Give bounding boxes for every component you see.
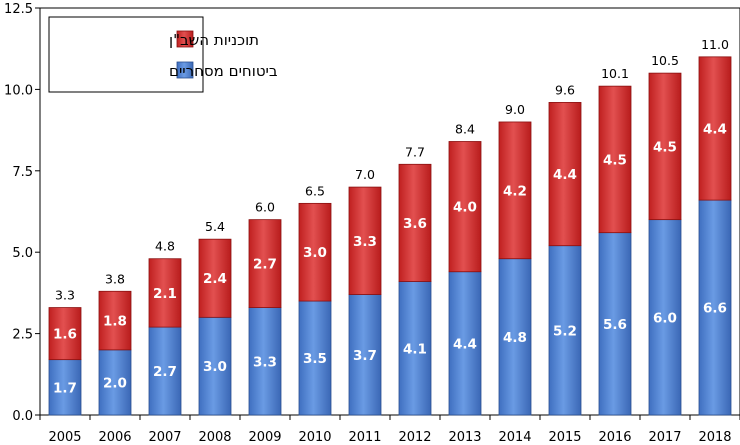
x-tick-label: 2009 xyxy=(248,430,281,445)
data-label-shaban: 1.6 xyxy=(53,327,77,343)
bar-segment-shaban xyxy=(248,219,282,308)
y-tick-label: 5.0 xyxy=(12,246,33,261)
bar-segment-shaban xyxy=(448,141,482,273)
total-label: 5.4 xyxy=(205,219,225,234)
bar-segment-shaban xyxy=(548,102,582,247)
data-label-shaban: 3.3 xyxy=(353,234,377,250)
bar-segment-shaban xyxy=(198,238,232,318)
bar-segment-shaban xyxy=(648,72,682,221)
data-label-commercial: 5.6 xyxy=(603,317,627,333)
x-tick-label: 2007 xyxy=(148,430,181,445)
bar-segment-shaban xyxy=(498,121,532,260)
y-axis: 0.0 2.5 5.0 7.5 10.0 12.5 xyxy=(4,2,40,424)
bar-segment-shaban xyxy=(598,85,632,234)
bar-segment-commercial xyxy=(198,316,232,416)
data-label-shaban: 3.0 xyxy=(303,245,327,261)
bar-segment-commercial xyxy=(398,281,432,416)
x-tick-label: 2017 xyxy=(648,430,681,445)
bar-segment-shaban xyxy=(298,202,332,302)
bar-segment-shaban xyxy=(48,307,82,361)
x-tick-label: 2013 xyxy=(448,430,481,445)
bar-segment-shaban xyxy=(398,163,432,282)
bar-segment-commercial xyxy=(598,232,632,416)
bar-segment-shaban xyxy=(148,258,182,328)
data-label-commercial: 4.4 xyxy=(453,336,477,352)
bar-segment-commercial xyxy=(48,359,82,416)
bar-segment-commercial xyxy=(548,245,582,416)
total-label: 9.6 xyxy=(555,82,575,97)
data-label-commercial: 2.0 xyxy=(103,375,127,391)
bar-segment-shaban xyxy=(348,186,382,295)
data-label-shaban: 4.5 xyxy=(603,152,627,168)
bar-segment-shaban xyxy=(98,290,132,351)
bars-group: 1.7 1.6 3.3 2.0 1.8 3.8 2.7 2.1 4.8 3.0 2.4 5.4 3.3 2… xyxy=(48,37,732,416)
data-label-shaban: 3.6 xyxy=(403,216,427,232)
data-label-commercial: 4.1 xyxy=(403,341,427,357)
x-axis: 2005 2006 2007 2008 2009 2010 2011 2012 2013 2014… xyxy=(39,415,740,445)
x-tick-label: 2005 xyxy=(48,430,81,445)
data-label-shaban: 4.2 xyxy=(503,183,527,199)
total-label: 7.0 xyxy=(355,167,375,182)
data-label-commercial: 4.8 xyxy=(503,330,527,346)
x-tick-label: 2018 xyxy=(698,430,731,445)
legend-label-shaban: תוכניות השב"ן xyxy=(169,31,259,49)
data-label-shaban: 4.4 xyxy=(553,167,577,183)
legend-box xyxy=(48,16,204,93)
x-tick-label: 2012 xyxy=(398,430,431,445)
legend-swatch-commercial xyxy=(176,61,194,79)
y-tick-label: 0.0 xyxy=(12,409,33,424)
data-label-shaban: 1.8 xyxy=(103,314,127,330)
data-label-shaban: 2.7 xyxy=(253,257,277,273)
bar-segment-commercial xyxy=(348,294,382,416)
data-label-shaban: 4.0 xyxy=(453,200,477,216)
legend: תוכניות השב"ן ביטוחים מסחריים xyxy=(48,16,278,93)
y-tick-label: 10.0 xyxy=(4,83,33,98)
data-label-commercial: 3.7 xyxy=(353,348,377,364)
legend-swatch-shaban xyxy=(176,30,194,48)
total-label: 7.7 xyxy=(405,144,425,159)
total-label: 10.5 xyxy=(651,53,679,68)
y-tick-label: 12.5 xyxy=(4,2,33,17)
x-tick-label: 2015 xyxy=(548,430,581,445)
x-tick-label: 2016 xyxy=(598,430,631,445)
x-tick-label: 2014 xyxy=(498,430,531,445)
y-tick-label: 7.5 xyxy=(12,165,33,180)
data-label-commercial: 3.0 xyxy=(203,359,227,375)
x-tick-label: 2010 xyxy=(298,430,331,445)
total-label: 4.8 xyxy=(155,239,175,254)
x-tick-label: 2011 xyxy=(348,430,381,445)
data-label-commercial: 6.6 xyxy=(703,301,727,317)
y-tick-label: 2.5 xyxy=(12,328,33,343)
legend-label-commercial: ביטוחים מסחריים xyxy=(169,62,278,80)
bar-segment-commercial xyxy=(298,300,332,416)
bar-segment-commercial xyxy=(248,307,282,416)
data-label-commercial: 3.3 xyxy=(253,354,277,370)
total-label: 8.4 xyxy=(455,121,475,136)
x-tick-label: 2006 xyxy=(98,430,131,445)
data-label-shaban: 2.1 xyxy=(153,286,177,302)
total-label: 3.8 xyxy=(105,271,125,286)
total-label: 6.5 xyxy=(305,183,325,198)
bar-segment-commercial xyxy=(148,326,182,416)
bar-segment-commercial xyxy=(698,199,732,416)
data-label-commercial: 5.2 xyxy=(553,323,577,339)
data-label-commercial: 1.7 xyxy=(53,380,77,396)
data-label-commercial: 2.7 xyxy=(153,364,177,380)
data-label-commercial: 3.5 xyxy=(303,351,327,367)
data-label-shaban: 4.4 xyxy=(703,121,727,137)
bar-segment-commercial xyxy=(648,219,682,416)
data-label-shaban: 4.5 xyxy=(653,139,677,155)
total-label: 6.0 xyxy=(255,200,275,215)
total-label: 10.1 xyxy=(601,66,629,81)
bar-segment-shaban xyxy=(698,56,732,201)
data-label-commercial: 6.0 xyxy=(653,310,677,326)
bar-segment-commercial xyxy=(498,258,532,416)
bar-segment-commercial xyxy=(448,271,482,416)
total-label: 9.0 xyxy=(505,102,525,117)
total-label: 11.0 xyxy=(701,37,729,52)
total-label: 3.3 xyxy=(55,288,75,303)
data-label-shaban: 2.4 xyxy=(203,271,227,287)
x-tick-label: 2008 xyxy=(198,430,231,445)
